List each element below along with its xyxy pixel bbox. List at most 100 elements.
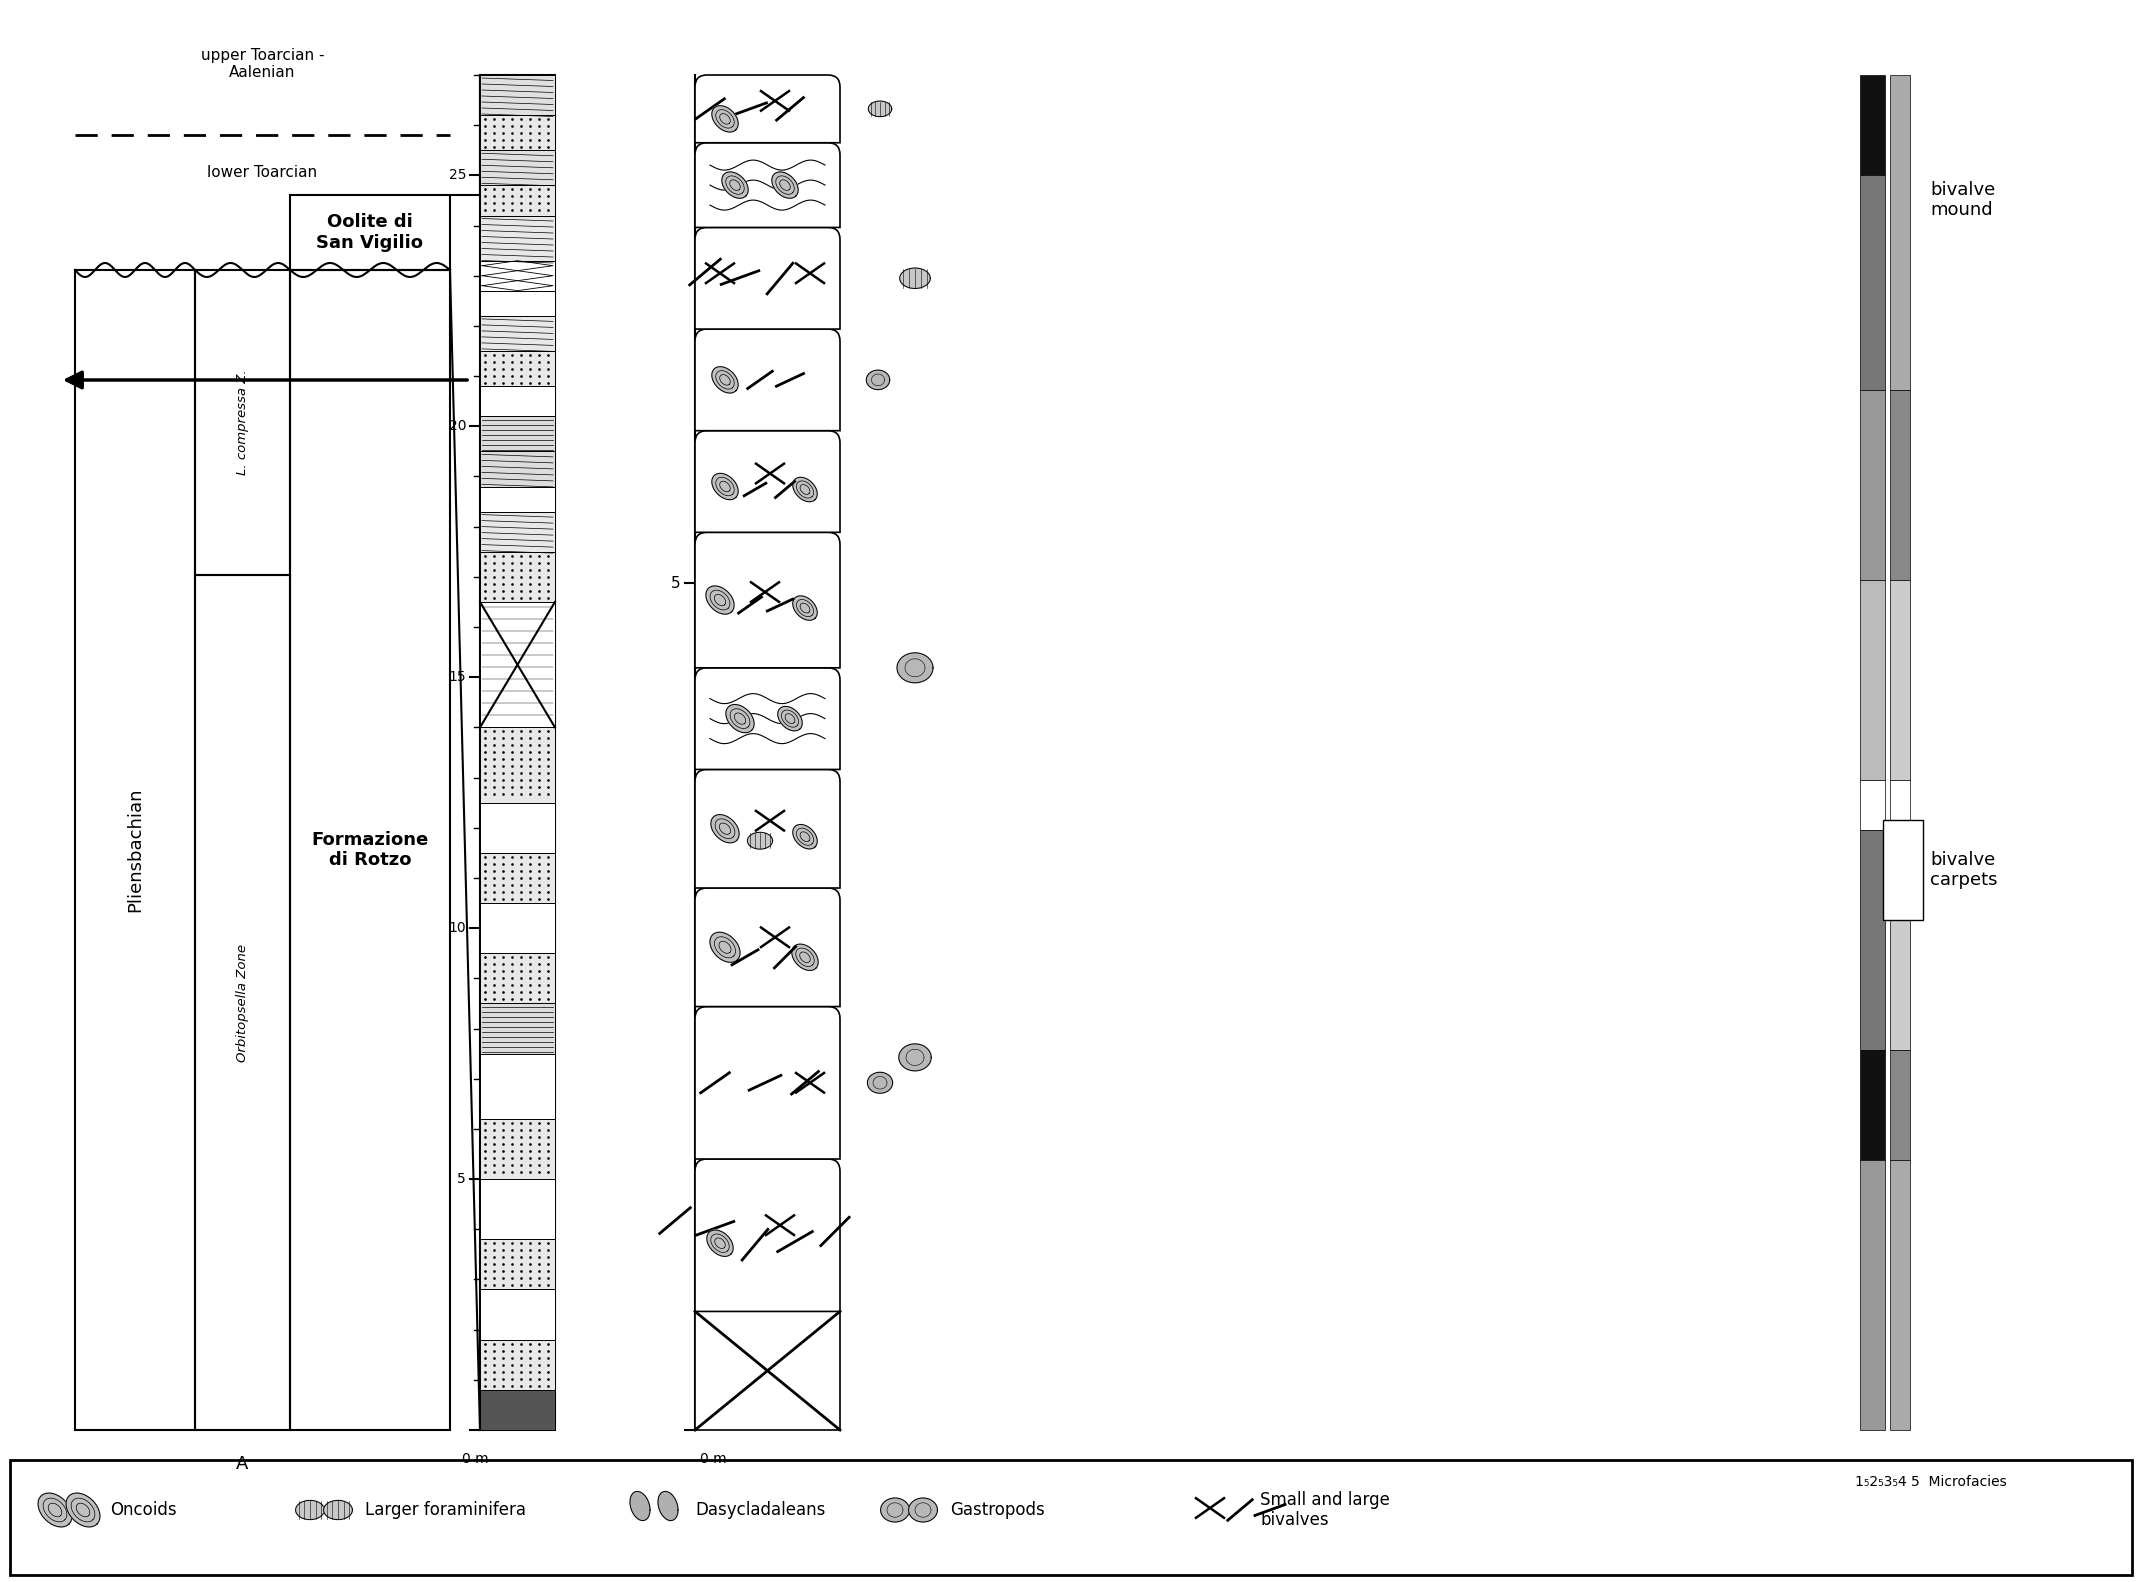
PathPatch shape <box>694 74 840 142</box>
Bar <box>1859 1160 1885 1430</box>
Polygon shape <box>793 596 818 620</box>
Text: 15: 15 <box>448 671 467 685</box>
Text: Larger foraminifera: Larger foraminifera <box>364 1501 527 1519</box>
Bar <box>480 552 555 601</box>
Bar <box>480 903 555 954</box>
Bar <box>480 1179 555 1239</box>
Text: 0 m: 0 m <box>700 1452 726 1467</box>
Bar <box>480 802 555 853</box>
Polygon shape <box>711 473 739 500</box>
Polygon shape <box>778 707 803 731</box>
Text: 0 m: 0 m <box>463 1452 488 1467</box>
Text: 10: 10 <box>448 921 467 935</box>
Bar <box>480 150 555 185</box>
Polygon shape <box>658 1492 679 1520</box>
Bar <box>75 271 195 1430</box>
Bar <box>1889 780 1911 831</box>
PathPatch shape <box>694 329 840 430</box>
Bar <box>1889 74 1911 391</box>
PathPatch shape <box>694 228 840 329</box>
Text: upper Toarcian -
Aalenian: upper Toarcian - Aalenian <box>201 47 323 81</box>
Polygon shape <box>908 1498 938 1522</box>
Bar <box>480 316 555 351</box>
Polygon shape <box>66 1493 101 1527</box>
Bar <box>1859 831 1885 1050</box>
Polygon shape <box>771 172 799 198</box>
Text: Oolite di
San Vigilio: Oolite di San Vigilio <box>317 214 424 252</box>
Bar <box>480 1239 555 1289</box>
Text: Dasycladaleans: Dasycladaleans <box>694 1501 825 1519</box>
PathPatch shape <box>694 769 840 888</box>
PathPatch shape <box>694 142 840 228</box>
PathPatch shape <box>694 532 840 668</box>
Bar <box>1889 831 1911 1050</box>
Bar <box>1859 780 1885 831</box>
Text: L. compressa Z.: L. compressa Z. <box>236 370 248 475</box>
PathPatch shape <box>694 1006 840 1160</box>
Polygon shape <box>900 1044 932 1071</box>
Bar <box>480 954 555 1003</box>
Polygon shape <box>865 370 889 389</box>
Bar <box>1883 819 1924 921</box>
Bar <box>289 195 450 271</box>
Bar <box>480 74 555 1430</box>
Text: Small and large
bivalves: Small and large bivalves <box>1259 1490 1390 1530</box>
Bar <box>480 1340 555 1391</box>
Bar <box>195 271 289 574</box>
Bar <box>1859 1050 1885 1160</box>
Bar <box>480 601 555 728</box>
Polygon shape <box>748 832 773 850</box>
Bar <box>480 386 555 416</box>
Text: lower Toarcian: lower Toarcian <box>208 165 317 180</box>
Bar <box>480 261 555 291</box>
Bar <box>1859 74 1885 176</box>
Text: bivalve
carpets: bivalve carpets <box>1930 851 1998 889</box>
Polygon shape <box>868 101 891 117</box>
Polygon shape <box>793 824 818 850</box>
Bar <box>480 487 555 511</box>
Polygon shape <box>793 478 818 501</box>
Bar <box>480 451 555 487</box>
Bar <box>195 574 289 1430</box>
Bar <box>694 1311 840 1430</box>
Text: Orbitopsella Zone: Orbitopsella Zone <box>236 943 248 1062</box>
Text: Pliensbachian: Pliensbachian <box>126 788 144 913</box>
Polygon shape <box>726 704 754 732</box>
Polygon shape <box>711 367 739 392</box>
Text: 25: 25 <box>448 168 467 182</box>
Bar <box>1859 581 1885 780</box>
Bar <box>480 511 555 552</box>
Bar <box>480 115 555 150</box>
Bar <box>1889 1050 1911 1160</box>
Text: A: A <box>236 1455 248 1473</box>
Text: bivalve
mound: bivalve mound <box>1930 180 1994 220</box>
Polygon shape <box>707 585 735 614</box>
Bar <box>480 1391 555 1430</box>
PathPatch shape <box>694 668 840 769</box>
Bar <box>1889 581 1911 780</box>
Polygon shape <box>880 1498 910 1522</box>
Text: 5: 5 <box>670 576 679 590</box>
Text: Gastropods: Gastropods <box>951 1501 1045 1519</box>
Bar <box>1859 176 1885 391</box>
Polygon shape <box>793 944 818 970</box>
Text: Formazione
di Rotzo: Formazione di Rotzo <box>311 831 428 870</box>
PathPatch shape <box>694 430 840 532</box>
Polygon shape <box>39 1493 73 1527</box>
Bar <box>480 1054 555 1118</box>
Bar <box>480 416 555 451</box>
Polygon shape <box>711 815 739 843</box>
Polygon shape <box>897 653 934 683</box>
Bar <box>1889 391 1911 581</box>
Polygon shape <box>868 1073 893 1093</box>
Polygon shape <box>722 172 748 198</box>
Polygon shape <box>711 106 739 131</box>
Polygon shape <box>630 1492 649 1520</box>
Polygon shape <box>323 1500 353 1520</box>
Text: 5: 5 <box>456 1172 467 1186</box>
Text: Oncoids: Oncoids <box>109 1501 176 1519</box>
PathPatch shape <box>694 888 840 1006</box>
PathPatch shape <box>694 1160 840 1311</box>
Bar <box>480 1003 555 1054</box>
Bar <box>1889 1160 1911 1430</box>
